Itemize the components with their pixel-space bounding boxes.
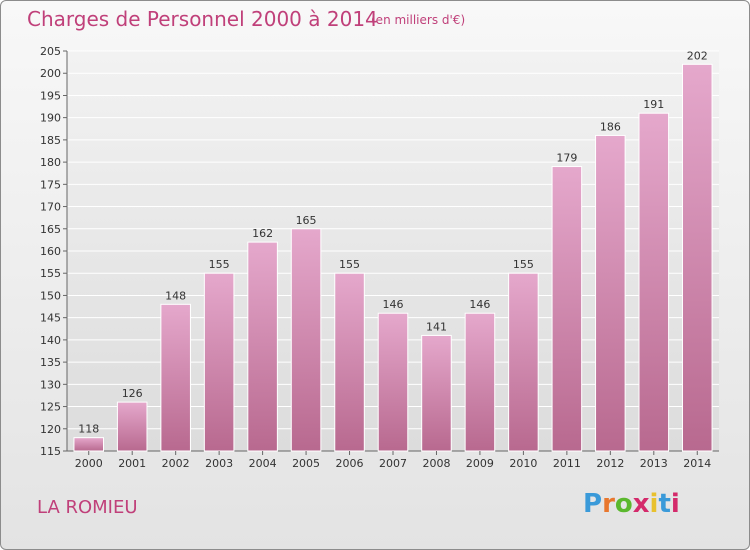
data-label-2003: 155 [209, 258, 230, 271]
y-tick-label: 145 [40, 312, 61, 325]
y-tick-label: 130 [40, 378, 61, 391]
x-tick-label-2004: 2004 [249, 457, 277, 470]
x-tick-label-2013: 2013 [640, 457, 668, 470]
proxiti-logo: Proxiti [583, 489, 680, 519]
y-tick-label: 115 [40, 445, 61, 458]
chart-title: Charges de Personnel 2000 à 2014 [27, 7, 378, 31]
y-tick-label: 190 [40, 112, 61, 125]
data-label-2004: 162 [252, 227, 273, 240]
logo-letter: i [670, 489, 680, 519]
y-tick-label: 195 [40, 89, 61, 102]
y-tick-label: 150 [40, 289, 61, 302]
y-tick-label: 180 [40, 156, 61, 169]
data-label-2010: 155 [513, 258, 534, 271]
data-label-2000: 118 [78, 423, 99, 436]
logo-letter: i [649, 489, 659, 519]
bar-2000 [73, 437, 105, 452]
y-tick-label: 185 [40, 134, 61, 147]
data-label-2014: 202 [687, 49, 708, 62]
data-label-2002: 148 [165, 289, 186, 302]
data-label-2001: 126 [122, 387, 143, 400]
x-tick-label-2007: 2007 [379, 457, 407, 470]
bar-2003 [203, 272, 235, 452]
chart-subtitle: (en milliers d'€) [371, 13, 466, 27]
y-tick-label: 160 [40, 245, 61, 258]
x-tick-label-2006: 2006 [336, 457, 364, 470]
data-label-2013: 191 [643, 98, 664, 111]
bar-2007 [377, 312, 409, 452]
y-tick-label: 205 [40, 45, 61, 58]
y-tick-label: 200 [40, 67, 61, 80]
x-tick-label-2010: 2010 [509, 457, 537, 470]
bar-2013 [638, 112, 670, 452]
x-tick-label-2008: 2008 [422, 457, 450, 470]
bar-2001 [116, 401, 148, 452]
bar-2004 [247, 241, 278, 452]
x-tick-label-2002: 2002 [162, 457, 190, 470]
bar-2014 [681, 63, 713, 452]
bar-2012 [595, 134, 626, 452]
x-tick-label-2014: 2014 [683, 457, 711, 470]
bar-2010 [508, 272, 539, 452]
x-tick-label-2005: 2005 [292, 457, 320, 470]
data-label-2007: 146 [383, 298, 404, 311]
commune-name: LA ROMIEU [37, 497, 138, 518]
bar-2006 [334, 272, 365, 452]
data-label-2008: 141 [426, 320, 447, 333]
data-label-2012: 186 [600, 120, 621, 133]
y-tick-label: 175 [40, 178, 61, 191]
y-tick-label: 165 [40, 223, 61, 236]
y-tick-label: 125 [40, 401, 61, 414]
data-label-2011: 179 [556, 152, 577, 165]
y-tick-label: 155 [40, 267, 61, 280]
x-tick-label-2001: 2001 [118, 457, 146, 470]
x-tick-label-2009: 2009 [466, 457, 494, 470]
y-tick-label: 120 [40, 423, 61, 436]
logo-letter: t [658, 489, 671, 519]
data-label-2009: 146 [469, 298, 490, 311]
y-tick-label: 170 [40, 201, 61, 214]
bar-2009 [464, 312, 496, 452]
logo-letter: x [632, 489, 650, 519]
x-tick-label-2011: 2011 [553, 457, 581, 470]
logo-letter: P [583, 489, 603, 519]
logo-letter: r [602, 489, 615, 519]
bar-2008 [421, 334, 452, 452]
data-label-2006: 155 [339, 258, 360, 271]
logo-letter: o [614, 489, 633, 519]
bar-2005 [290, 228, 322, 452]
y-tick-label: 140 [40, 334, 61, 347]
bar-2011 [551, 166, 583, 452]
x-tick-label-2003: 2003 [205, 457, 233, 470]
bar-2002 [160, 303, 191, 452]
x-tick-label-2000: 2000 [75, 457, 103, 470]
x-tick-label-2012: 2012 [596, 457, 624, 470]
data-label-2005: 165 [296, 214, 317, 227]
y-tick-label: 135 [40, 356, 61, 369]
